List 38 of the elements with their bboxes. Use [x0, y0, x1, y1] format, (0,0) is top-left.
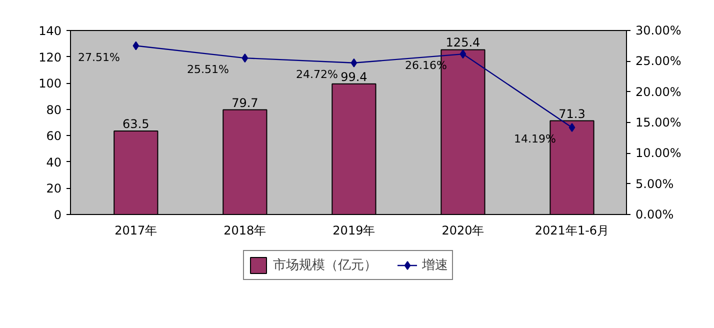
bar — [332, 83, 376, 214]
y2-tick-label: 30.00% — [636, 24, 682, 38]
data-label: 27.51% — [78, 50, 120, 64]
point — [242, 54, 248, 63]
data-label: 25.51% — [186, 63, 229, 76]
data-label: 99.4 — [340, 70, 368, 84]
data-label: 24.72% — [296, 68, 338, 81]
legend-label: 市场规模（亿元） — [273, 257, 377, 274]
y2-tick-label: 25.00% — [636, 54, 682, 68]
y-tick-label: 100 — [38, 76, 62, 91]
y-tick-label: 60 — [46, 129, 62, 144]
point — [350, 58, 358, 68]
point — [460, 50, 466, 59]
y-tick-label: 40 — [46, 155, 62, 170]
y-tick-label: 120 — [38, 50, 62, 64]
data-label: 79.7 — [232, 96, 258, 110]
data-label: 125.4 — [446, 36, 480, 50]
y2-tick-label: 10.00% — [636, 146, 682, 160]
y2-tick-label: 0.00% — [636, 208, 674, 222]
y2-tick-label: 15.00% — [636, 116, 682, 130]
point — [132, 41, 140, 50]
y2-tick-label: 5.00% — [636, 176, 674, 191]
x-tick-label: 2021年1-6月 — [534, 224, 610, 238]
x-tick-label: 2018年 — [224, 224, 266, 238]
y2-tick-label: 20.00% — [636, 84, 682, 99]
point — [568, 122, 576, 132]
y-tick-label: 20 — [46, 182, 62, 196]
y-tick-label: 140 — [38, 24, 62, 38]
y-tick-label: 80 — [46, 102, 62, 117]
data-label: 71.3 — [558, 106, 586, 121]
y-tick-label: 0 — [54, 208, 62, 222]
bar — [222, 109, 268, 214]
legend-label: 增速 — [422, 257, 448, 274]
x-tick-label: 2017年 — [114, 224, 158, 238]
x-tick-label: 2020年 — [442, 224, 484, 238]
data-label: 63.5 — [122, 117, 150, 132]
x-tick-label: 2019年 — [332, 224, 376, 238]
bar — [114, 130, 158, 214]
